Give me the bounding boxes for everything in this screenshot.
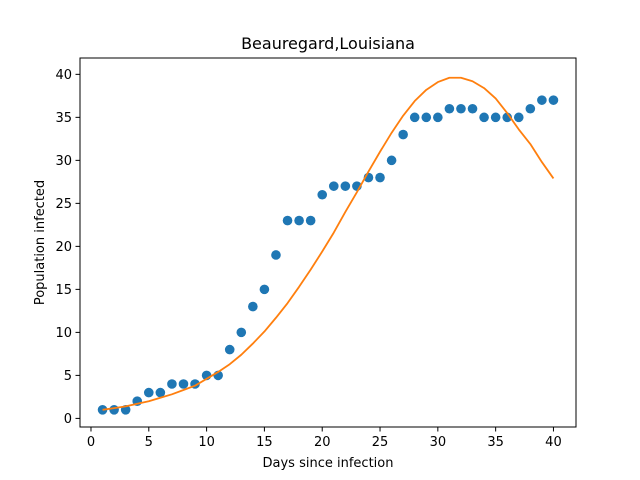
data-point <box>294 215 304 226</box>
data-point <box>340 181 351 191</box>
y-tick-label: 35 <box>55 111 72 126</box>
data-point <box>456 103 466 114</box>
data-point <box>375 172 385 183</box>
data-point <box>236 327 247 338</box>
data-point <box>282 215 293 226</box>
data-point <box>490 112 501 123</box>
data-point <box>305 215 316 226</box>
data-point <box>178 379 189 389</box>
x-tick-label: 15 <box>256 435 273 450</box>
y-tick-label: 20 <box>55 240 72 255</box>
data-point <box>548 95 559 105</box>
data-point <box>386 155 397 166</box>
data-point <box>409 112 420 123</box>
data-point <box>444 103 455 114</box>
y-tick-label: 25 <box>55 197 72 212</box>
y-tick-label: 10 <box>55 326 72 341</box>
y-tick-label: 0 <box>64 412 72 427</box>
x-tick-label: 25 <box>372 435 389 450</box>
y-axis-title: Population infected <box>33 180 48 305</box>
data-point <box>248 301 258 312</box>
data-point <box>479 112 489 123</box>
data-point <box>433 112 443 123</box>
x-tick-label: 40 <box>545 435 562 450</box>
x-tick-label: 5 <box>145 435 153 450</box>
data-point <box>224 344 235 355</box>
y-tick-label: 30 <box>55 154 72 169</box>
data-point <box>525 103 536 114</box>
x-tick-label: 35 <box>487 435 504 450</box>
x-axis-title: Days since infection <box>263 456 394 471</box>
y-tick-label: 5 <box>64 369 72 384</box>
data-point <box>328 181 339 191</box>
data-point <box>398 129 408 140</box>
data-point <box>537 95 547 105</box>
data-point <box>271 250 281 260</box>
x-tick-label: 30 <box>430 435 447 450</box>
data-point <box>317 189 328 200</box>
plot-area <box>97 76 559 415</box>
fit-curve-line <box>102 76 555 411</box>
chart-title: Beauregard,Louisiana <box>241 34 415 53</box>
data-point <box>259 284 270 295</box>
data-point <box>167 379 177 389</box>
y-tick-label: 40 <box>55 68 72 83</box>
axes-frame <box>79 57 577 428</box>
data-point <box>143 387 154 398</box>
data-point <box>421 112 432 123</box>
data-point <box>155 387 166 398</box>
data-point <box>467 103 478 114</box>
data-point <box>513 112 524 123</box>
x-tick-label: 10 <box>198 435 215 450</box>
x-tick-label: 20 <box>314 435 331 450</box>
y-tick-label: 15 <box>55 283 72 298</box>
data-point <box>109 405 119 415</box>
x-tick-label: 0 <box>87 435 95 450</box>
